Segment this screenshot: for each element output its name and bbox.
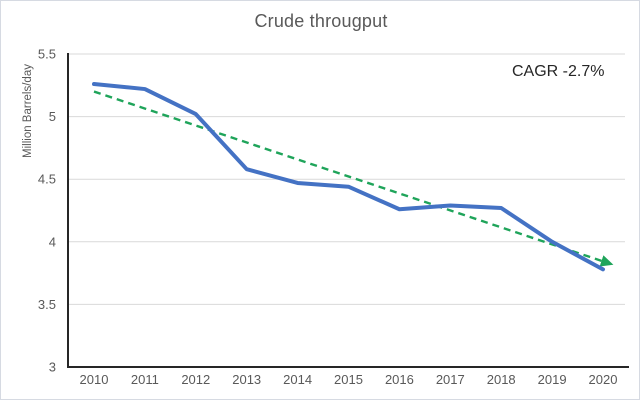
y-tick-label: 4.5 <box>38 172 56 187</box>
crude-throughput-series <box>92 82 605 272</box>
x-tick-label: 2013 <box>232 372 261 387</box>
x-tick-label: 2012 <box>181 372 210 387</box>
x-tick-label: 2014 <box>283 372 312 387</box>
x-tick-label: 2017 <box>436 372 465 387</box>
y-tick-label: 5 <box>49 109 56 124</box>
x-tick-label: 2015 <box>334 372 363 387</box>
y-tick-label: 4 <box>49 234 56 249</box>
x-tick-label: 2019 <box>538 372 567 387</box>
x-tick-label: 2016 <box>385 372 414 387</box>
x-tick-label: 2011 <box>131 372 159 387</box>
x-tick-label: 2010 <box>80 372 109 387</box>
x-tick-label: 2018 <box>487 372 516 387</box>
x-tick-label: 2020 <box>589 372 618 387</box>
y-tick-label: 3 <box>49 360 56 375</box>
trendline-series <box>93 90 614 267</box>
y-tick-label: 5.5 <box>38 47 56 62</box>
y-tick-label: 3.5 <box>38 297 56 312</box>
cagr-annotation: CAGR -2.7% <box>512 63 605 80</box>
chart-title: Crude througput <box>254 11 388 31</box>
